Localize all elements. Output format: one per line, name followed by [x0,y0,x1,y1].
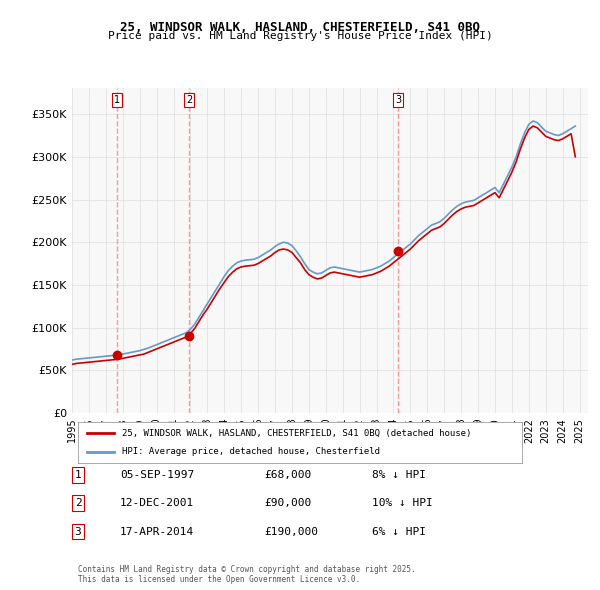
Text: 12-DEC-2001: 12-DEC-2001 [120,499,194,508]
Text: 10% ↓ HPI: 10% ↓ HPI [372,499,433,508]
Text: £90,000: £90,000 [264,499,311,508]
Text: Price paid vs. HM Land Registry's House Price Index (HPI): Price paid vs. HM Land Registry's House … [107,31,493,41]
Text: £68,000: £68,000 [264,470,311,480]
Text: 3: 3 [74,527,82,536]
Text: 25, WINDSOR WALK, HASLAND, CHESTERFIELD, S41 0BQ (detached house): 25, WINDSOR WALK, HASLAND, CHESTERFIELD,… [122,429,472,438]
Text: 05-SEP-1997: 05-SEP-1997 [120,470,194,480]
Text: 25, WINDSOR WALK, HASLAND, CHESTERFIELD, S41 0BQ: 25, WINDSOR WALK, HASLAND, CHESTERFIELD,… [120,21,480,34]
Text: 1: 1 [114,95,120,105]
Text: 8% ↓ HPI: 8% ↓ HPI [372,470,426,480]
Text: 3: 3 [395,95,401,105]
Text: HPI: Average price, detached house, Chesterfield: HPI: Average price, detached house, Ches… [122,447,380,456]
Text: 2: 2 [74,499,82,508]
Text: £190,000: £190,000 [264,527,318,536]
Text: 17-APR-2014: 17-APR-2014 [120,527,194,536]
Text: Contains HM Land Registry data © Crown copyright and database right 2025.
This d: Contains HM Land Registry data © Crown c… [78,565,416,584]
Text: 6% ↓ HPI: 6% ↓ HPI [372,527,426,536]
Text: 1: 1 [74,470,82,480]
Text: 2: 2 [186,95,193,105]
